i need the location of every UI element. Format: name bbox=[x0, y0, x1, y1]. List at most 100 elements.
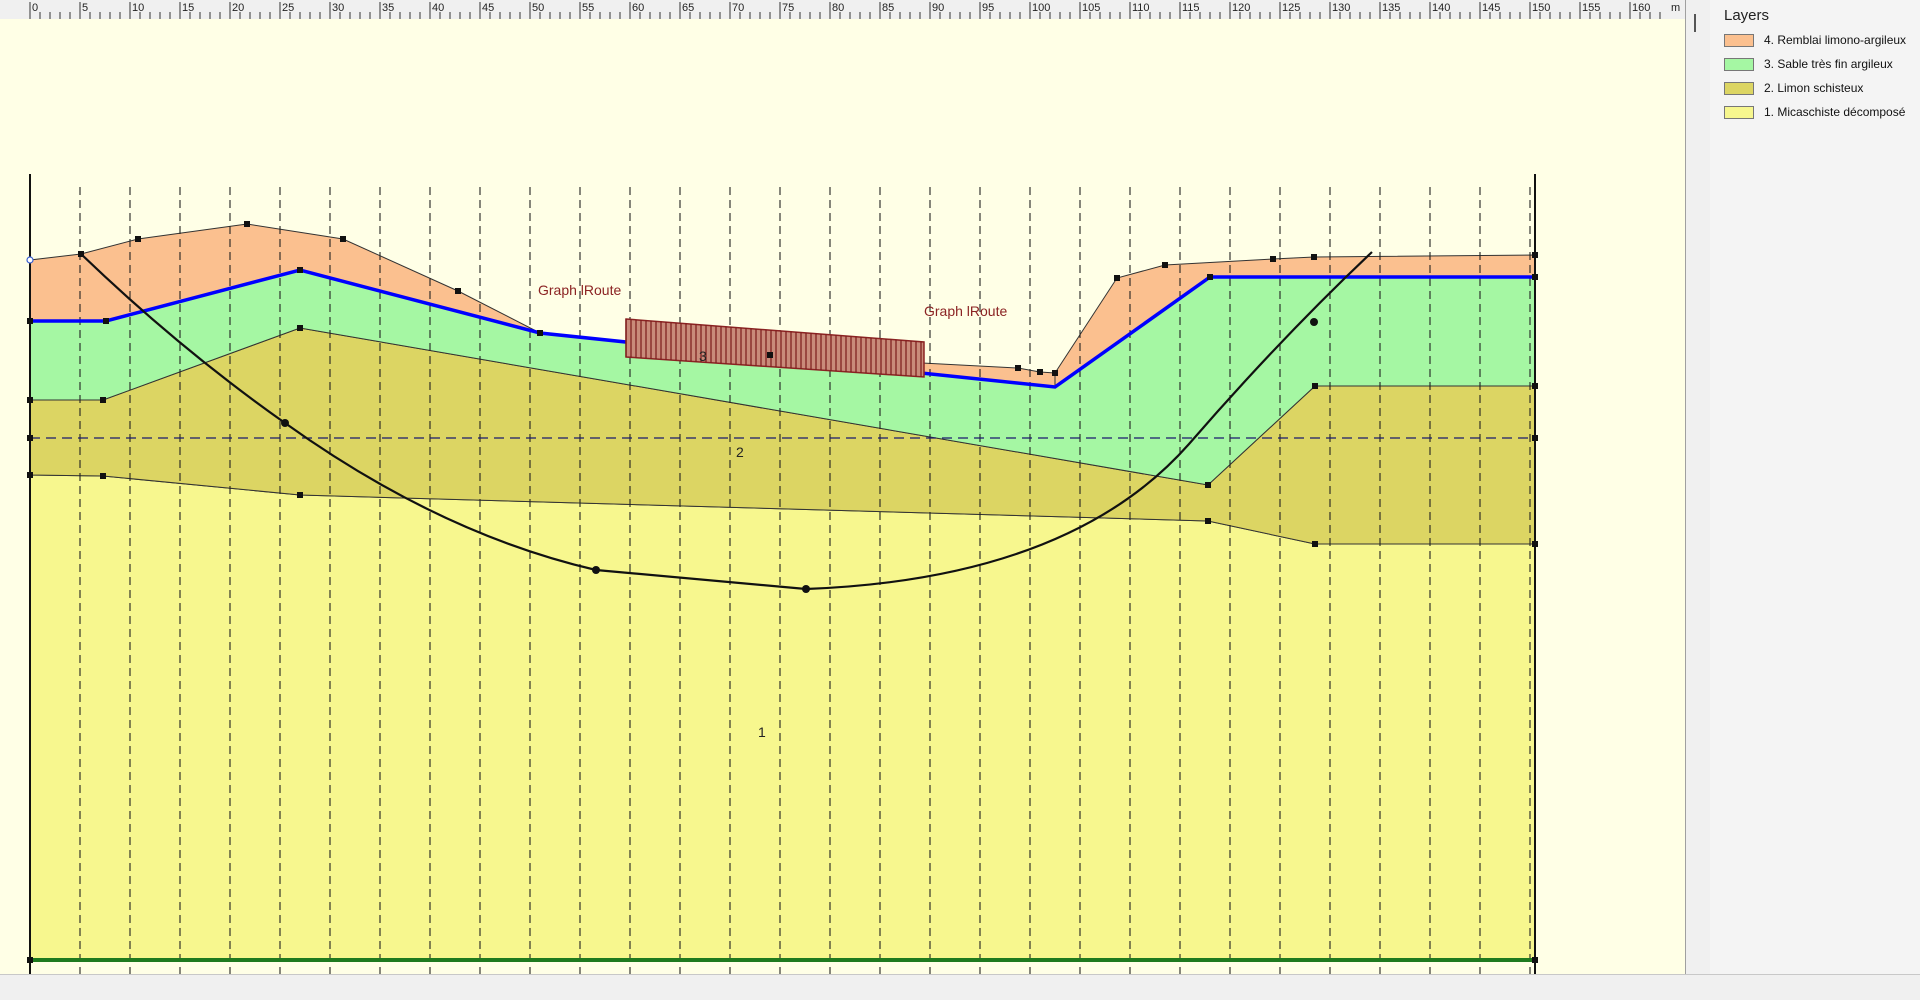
geometry-node[interactable] bbox=[27, 435, 33, 441]
geometry-node[interactable] bbox=[1114, 275, 1120, 281]
ruler-label: 125 bbox=[1282, 2, 1300, 14]
layer-label-3: 3 bbox=[699, 348, 707, 364]
status-bar bbox=[0, 974, 1920, 1000]
geometry-node[interactable] bbox=[1532, 957, 1538, 963]
ruler-label: 110 bbox=[1132, 2, 1150, 14]
geometry-node[interactable] bbox=[100, 397, 106, 403]
ruler-label: 95 bbox=[982, 2, 994, 14]
geometry-node[interactable] bbox=[244, 221, 250, 227]
geometry-node[interactable] bbox=[27, 472, 33, 478]
geometry-node[interactable] bbox=[297, 267, 303, 273]
legend-item-micaschiste[interactable]: 1. Micaschiste décomposé bbox=[1724, 102, 1905, 122]
legend-label-remblai: 4. Remblai limono-argileux bbox=[1764, 33, 1907, 47]
slip-surface-node[interactable] bbox=[592, 566, 600, 574]
legend-label-limon: 2. Limon schisteux bbox=[1764, 81, 1864, 95]
ruler-label: 50 bbox=[532, 2, 544, 14]
slip-surface-node[interactable] bbox=[281, 419, 289, 427]
scrollbar-thumb[interactable] bbox=[1694, 14, 1696, 32]
geometry-node[interactable] bbox=[297, 325, 303, 331]
ruler-label: 10 bbox=[132, 2, 144, 14]
ruler-label: 90 bbox=[932, 2, 944, 14]
section-nodes[interactable] bbox=[27, 221, 1538, 963]
ruler-label: 85 bbox=[882, 2, 894, 14]
vertical-scrollbar[interactable] bbox=[1685, 0, 1711, 974]
ruler-label: 130 bbox=[1332, 2, 1350, 14]
ruler-label: 25 bbox=[282, 2, 294, 14]
geometry-node[interactable] bbox=[27, 957, 33, 963]
geometry-node[interactable] bbox=[27, 397, 33, 403]
cross-section-drawing[interactable]: Graph lRoute Graph lRoute 3 2 1 bbox=[0, 19, 1685, 974]
ruler-unit: m bbox=[1671, 2, 1680, 14]
geometry-node[interactable] bbox=[1052, 370, 1058, 376]
geometry-node[interactable] bbox=[1312, 541, 1318, 547]
geometry-node[interactable] bbox=[767, 352, 773, 358]
geometry-node[interactable] bbox=[1532, 541, 1538, 547]
layers-panel-title: Layers bbox=[1724, 7, 1770, 24]
ruler-scale: 0 5 10 15 20 25 30 35 40 45 50 55 60 65 70 75 80 85 90 95 10… bbox=[29, 2, 1680, 19]
geometry-node[interactable] bbox=[27, 318, 33, 324]
ruler-label: 55 bbox=[582, 2, 594, 14]
geometry-node[interactable] bbox=[1015, 365, 1021, 371]
slip-surface-node[interactable] bbox=[802, 585, 810, 593]
ruler-label: 140 bbox=[1432, 2, 1450, 14]
geometry-node[interactable] bbox=[1205, 482, 1211, 488]
legend-label-sable: 3. Sable très fin argileux bbox=[1764, 57, 1893, 71]
layer-label-1: 1 bbox=[758, 724, 766, 740]
geometry-node[interactable] bbox=[1532, 252, 1538, 258]
geometry-node[interactable] bbox=[297, 492, 303, 498]
geometry-node[interactable] bbox=[1311, 254, 1317, 260]
origin-node[interactable] bbox=[26, 256, 34, 264]
layer-1-micaschiste[interactable] bbox=[29, 474, 1536, 961]
section-canvas[interactable]: Graph lRoute Graph lRoute 3 2 1 bbox=[0, 19, 1685, 974]
ruler-label: 70 bbox=[732, 2, 744, 14]
legend-swatch-micaschiste bbox=[1724, 105, 1754, 119]
legend-swatch-sable bbox=[1724, 57, 1754, 71]
ruler-label: 100 bbox=[1032, 2, 1050, 14]
geometry-node[interactable] bbox=[537, 330, 543, 336]
layer-label-2: 2 bbox=[736, 444, 744, 460]
geometry-node[interactable] bbox=[340, 236, 346, 242]
horizontal-ruler: 0 5 10 15 20 25 30 35 40 45 50 55 60 65 70 75 80 85 90 95 10… bbox=[0, 0, 1685, 20]
load-label-right: Graph lRoute bbox=[924, 303, 1007, 319]
geometry-node[interactable] bbox=[78, 251, 84, 257]
legend-swatch-limon bbox=[1724, 81, 1754, 95]
slip-surface-node[interactable] bbox=[1310, 318, 1318, 326]
geometry-node[interactable] bbox=[100, 473, 106, 479]
ruler-label: 160 bbox=[1632, 2, 1650, 14]
geometry-node[interactable] bbox=[1532, 274, 1538, 280]
ruler-label: 120 bbox=[1232, 2, 1250, 14]
geometry-node[interactable] bbox=[1270, 256, 1276, 262]
legend-swatch-remblai bbox=[1724, 33, 1754, 47]
geometry-node[interactable] bbox=[1532, 383, 1538, 389]
ruler-label: 15 bbox=[182, 2, 194, 14]
geometry-node[interactable] bbox=[1532, 435, 1538, 441]
geometry-node[interactable] bbox=[1162, 262, 1168, 268]
geometry-node[interactable] bbox=[1207, 274, 1213, 280]
load-label-left: Graph lRoute bbox=[538, 282, 621, 298]
geometry-node[interactable] bbox=[1312, 383, 1318, 389]
ruler-label: 115 bbox=[1182, 2, 1200, 14]
ruler-label: 65 bbox=[682, 2, 694, 14]
ruler-label: 105 bbox=[1082, 2, 1100, 14]
legend-item-sable[interactable]: 3. Sable très fin argileux bbox=[1724, 54, 1893, 74]
ruler-label: 80 bbox=[832, 2, 844, 14]
ruler-label: 75 bbox=[782, 2, 794, 14]
ruler-label: 155 bbox=[1582, 2, 1600, 14]
geometry-node[interactable] bbox=[1037, 369, 1043, 375]
geometry-node[interactable] bbox=[103, 318, 109, 324]
ruler-label: 5 bbox=[82, 2, 88, 14]
ruler-label: 45 bbox=[482, 2, 494, 14]
ruler-label: 150 bbox=[1532, 2, 1550, 14]
geometry-node[interactable] bbox=[135, 236, 141, 242]
legend-item-limon[interactable]: 2. Limon schisteux bbox=[1724, 78, 1863, 98]
slice-lines bbox=[79, 187, 1531, 974]
geometry-node[interactable] bbox=[1205, 518, 1211, 524]
ruler-label: 20 bbox=[232, 2, 244, 14]
ruler-label: 35 bbox=[382, 2, 394, 14]
ruler-label: 30 bbox=[332, 2, 344, 14]
ruler-label: 145 bbox=[1482, 2, 1500, 14]
legend-item-remblai[interactable]: 4. Remblai limono-argileux bbox=[1724, 30, 1906, 50]
ruler-label: 40 bbox=[432, 2, 444, 14]
road-load[interactable] bbox=[625, 318, 925, 378]
geometry-node[interactable] bbox=[455, 288, 461, 294]
